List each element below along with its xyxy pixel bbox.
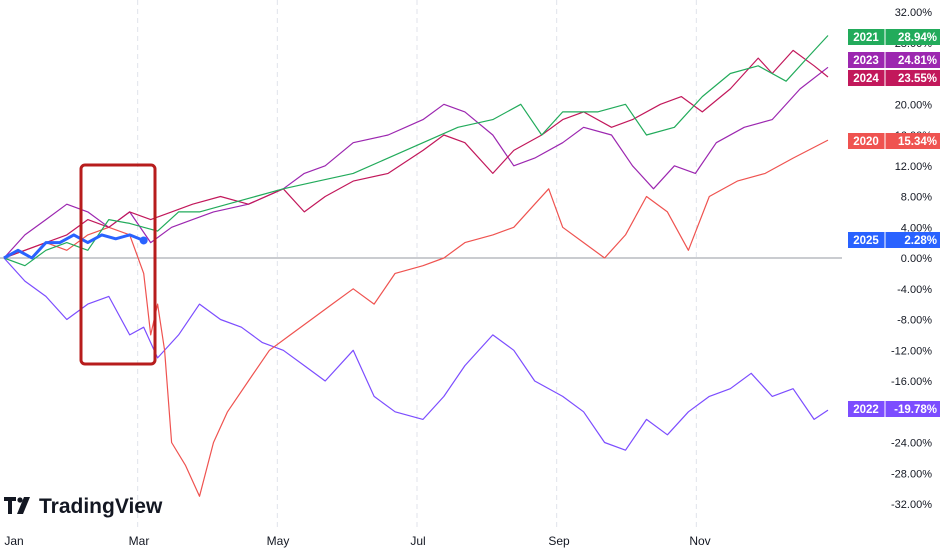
badge-year: 2024 xyxy=(853,73,879,85)
grid xyxy=(137,0,697,530)
badge-2023: 2023 24.81% xyxy=(848,52,940,68)
badge-value: -19.78% xyxy=(894,404,937,416)
highlight-rect xyxy=(79,163,157,366)
badge-bg xyxy=(848,29,940,45)
x-tick-label: Mar xyxy=(129,534,150,548)
badge-2025: 2025 2.28% xyxy=(848,232,940,248)
badge-2020: 2020 15.34% xyxy=(848,133,940,149)
series-line-2021 xyxy=(3,35,829,267)
series-line-2025 xyxy=(3,233,145,260)
badge-year: 2023 xyxy=(853,55,879,67)
tradingview-logo-icon xyxy=(4,497,30,514)
y-tick-label: 4.00% xyxy=(901,222,932,234)
series-layer xyxy=(3,35,829,497)
badge-year: 2020 xyxy=(853,136,879,148)
y-tick-label: -12.00% xyxy=(891,345,932,357)
badge-bg xyxy=(848,232,940,248)
y-tick-label: -16.00% xyxy=(891,376,932,388)
badge-value: 28.94% xyxy=(898,32,937,44)
series-line-2024 xyxy=(3,49,829,259)
badge-value: 23.55% xyxy=(898,73,937,85)
tradingview-logo: TradingView xyxy=(4,495,163,518)
badge-bg xyxy=(848,70,940,86)
logo-text: TradingView xyxy=(39,495,163,518)
badge-year: 2021 xyxy=(853,32,879,44)
y-tick-label: -4.00% xyxy=(897,284,932,296)
y-tick-label: -24.00% xyxy=(891,438,932,450)
badge-bg xyxy=(848,133,940,149)
y-tick-label: -8.00% xyxy=(897,315,932,327)
y-tick-label: 20.00% xyxy=(895,99,933,111)
x-tick-label: Nov xyxy=(689,534,710,548)
value-badges: 2021 28.94% 2023 24.81% 2024 23.55% 2020 15.34%… xyxy=(848,29,940,417)
series-line-2023 xyxy=(3,66,829,259)
y-tick-label: -32.00% xyxy=(891,499,932,511)
y-tick-label: 12.00% xyxy=(895,161,933,173)
badge-value: 2.28% xyxy=(904,235,937,247)
series-line-2020 xyxy=(3,139,829,497)
y-tick-label: 32.00% xyxy=(895,7,933,19)
badge-2024: 2024 23.55% xyxy=(848,70,940,86)
series-end-dot-2025 xyxy=(139,236,148,245)
x-tick-label: Jul xyxy=(410,534,425,548)
series-line-2022 xyxy=(3,257,829,451)
badge-value: 15.34% xyxy=(898,136,937,148)
x-tick-label: Sep xyxy=(548,534,570,548)
badge-bg xyxy=(848,401,940,417)
badge-2021: 2021 28.94% xyxy=(848,29,940,45)
badge-year: 2022 xyxy=(853,404,879,416)
badge-value: 24.81% xyxy=(898,55,937,67)
badge-2022: 2022 -19.78% xyxy=(848,401,940,417)
badge-bg xyxy=(848,52,940,68)
x-tick-label: Jan xyxy=(4,534,23,548)
y-tick-label: -28.00% xyxy=(891,468,932,480)
y-tick-label: 0.00% xyxy=(901,253,932,265)
badge-year: 2025 xyxy=(853,235,879,247)
x-axis: Jan Mar May Jul Sep Nov xyxy=(4,534,710,548)
x-tick-label: May xyxy=(267,534,290,548)
y-tick-label: 8.00% xyxy=(901,192,932,204)
highlight-box xyxy=(79,163,157,366)
